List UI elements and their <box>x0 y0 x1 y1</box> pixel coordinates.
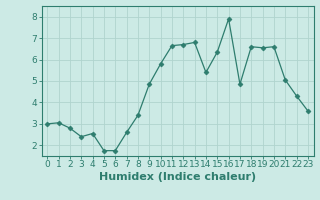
X-axis label: Humidex (Indice chaleur): Humidex (Indice chaleur) <box>99 172 256 182</box>
